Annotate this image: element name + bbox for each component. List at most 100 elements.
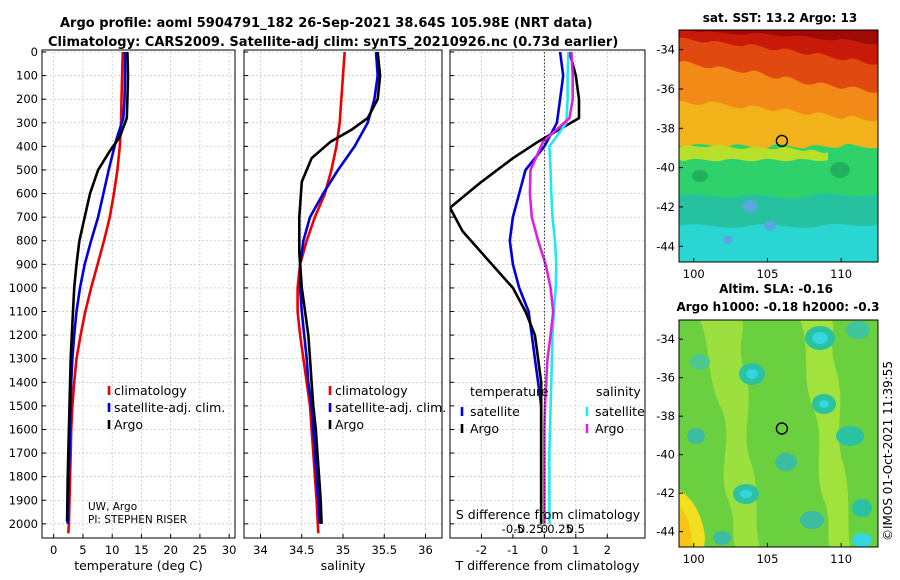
salinity-panel: 34 34.5 35 35.5 36 salinity climatology satelli…	[243, 49, 446, 573]
map-y-tick-label: -36	[656, 371, 675, 385]
imos-timestamp: ©IMOS 01-Oct-2021 11:39:55	[881, 361, 895, 541]
map-y-tick-label: -44	[656, 525, 675, 539]
legend-entry: satellite-adj. clim.	[335, 400, 446, 415]
legend-entry: climatology	[335, 383, 408, 398]
map-x-tick-label: 110	[830, 267, 852, 281]
sst-map-frame	[678, 29, 879, 263]
y-tick-label: 1100	[9, 305, 38, 319]
y-tick-label: 300	[16, 116, 38, 130]
map-y-tick-label: -40	[656, 161, 675, 175]
legend-entry: Argo	[114, 417, 143, 432]
x-axis-label: T difference from climatology	[454, 558, 640, 573]
series-satellite-adj-clim--line	[66, 52, 127, 524]
x-tick-label: 0	[541, 543, 548, 557]
y-tick-label: 1200	[9, 328, 38, 342]
map-x-tick-label: 100	[683, 267, 705, 281]
x-tick-label: 25	[193, 543, 208, 557]
y-tick-label: 0	[31, 45, 38, 59]
map-y-tick-label: -42	[656, 486, 675, 500]
y-tick-label: 900	[16, 257, 38, 271]
x-tick-label: 20	[163, 543, 178, 557]
series-argo-line	[297, 51, 382, 524]
legend-entry: Argo	[335, 417, 364, 432]
y-tick-label: 1400	[9, 375, 38, 389]
legend-entry: Argo	[470, 421, 499, 436]
series-climatology-line	[296, 51, 346, 534]
x-axis-label: temperature (deg C)	[74, 558, 203, 573]
y-tick-label: 1300	[9, 352, 38, 366]
x-tick-label: 35	[336, 543, 351, 557]
difference-panel: -2 -1 0 1 2T difference from climatology temp…	[449, 49, 646, 573]
temperature-panel: 0100200300400500600700800900100011001200…	[9, 45, 237, 573]
legend-entry: Argo	[595, 421, 624, 436]
sst-argo-marker	[775, 134, 789, 148]
y-tick-label: 400	[16, 139, 38, 153]
top-x-tick-label: -0.5	[502, 522, 524, 536]
top-x-axis-label: S difference from climatology	[456, 507, 641, 522]
sst-map-title: sat. SST: 13.2 Argo: 13	[703, 11, 857, 25]
series-argo-line	[65, 51, 130, 522]
top-x-tick-label: -0.25	[514, 522, 544, 536]
series-satellite-adj-clim--line	[298, 51, 380, 524]
top-x-tick-label: 0.25	[547, 522, 573, 536]
legend-title-temperature: temperature	[470, 384, 549, 399]
legend-entry: satellite	[595, 404, 645, 419]
x-axis-label: salinity	[321, 558, 366, 573]
sst-map-image	[679, 30, 878, 262]
y-tick-label: 1000	[9, 281, 38, 295]
sla-map-title-line1: Altim. SLA: -0.16	[719, 282, 833, 296]
legend-title-salinity: salinity	[596, 384, 641, 399]
legend-entry: climatology	[114, 383, 187, 398]
y-tick-label: 1600	[9, 422, 38, 436]
legend-entry: satellite	[470, 404, 520, 419]
series-climatology-line	[67, 51, 124, 534]
y-tick-label: 2000	[9, 517, 38, 531]
x-tick-label: 10	[105, 543, 120, 557]
map-x-tick-label: 100	[683, 552, 705, 566]
map-x-tick-label: 105	[756, 552, 778, 566]
x-tick-label: 1	[572, 543, 579, 557]
map-y-tick-label: -34	[656, 43, 675, 57]
top-x-tick-label: 0	[541, 522, 548, 536]
x-tick-label: 34	[253, 543, 268, 557]
series-group	[65, 51, 130, 534]
y-tick-label: 100	[16, 69, 38, 83]
sla-map-title-line2: Argo h1000: -0.18 h2000: -0.3	[676, 300, 879, 314]
sla-map-ticks: 100 105 110 -34 -36 -38 -40 -42 -44	[656, 332, 852, 566]
sla-argo-marker	[775, 422, 789, 435]
y-tick-label: 200	[16, 92, 38, 106]
x-tick-label: -2	[476, 543, 487, 557]
x-tick-label: -1	[507, 543, 518, 557]
x-tick-label: 2	[604, 543, 611, 557]
x-tick-label: 5	[79, 543, 86, 557]
x-tick-label: 36	[418, 543, 433, 557]
x-tick-label: 0	[50, 543, 57, 557]
series-group	[296, 51, 382, 534]
y-tick-label: 1700	[9, 446, 38, 460]
y-tick-label: 800	[16, 234, 38, 248]
x-tick-label: 35.5	[371, 543, 397, 557]
panel-frame	[449, 49, 646, 539]
map-y-tick-label: -34	[656, 332, 675, 346]
y-tick-label: 1500	[9, 399, 38, 413]
y-tick-label: 1900	[9, 493, 38, 507]
y-tick-label: 1800	[9, 470, 38, 484]
map-x-tick-label: 110	[830, 552, 852, 566]
map-y-tick-label: -42	[656, 200, 675, 214]
top-x-tick-label: 0.5	[567, 522, 585, 536]
figure-title-line2: Climatology: CARS2009. Satellite-adj cli…	[48, 35, 618, 50]
pi-annotation: UW, Argo	[88, 501, 137, 513]
y-tick-label: 500	[16, 163, 38, 177]
x-tick-label: 15	[134, 543, 149, 557]
series-satellite-line	[548, 51, 570, 524]
x-tick-label: 34.5	[289, 543, 315, 557]
y-tick-label: 600	[16, 187, 38, 201]
map-y-tick-label: -44	[656, 239, 675, 253]
map-y-tick-label: -38	[656, 409, 675, 423]
map-y-tick-label: -40	[656, 448, 675, 462]
map-y-tick-label: -38	[656, 121, 675, 135]
y-tick-label: 700	[16, 210, 38, 224]
sla-map-frame	[678, 319, 879, 548]
legend-entry: satellite-adj. clim.	[114, 400, 225, 415]
